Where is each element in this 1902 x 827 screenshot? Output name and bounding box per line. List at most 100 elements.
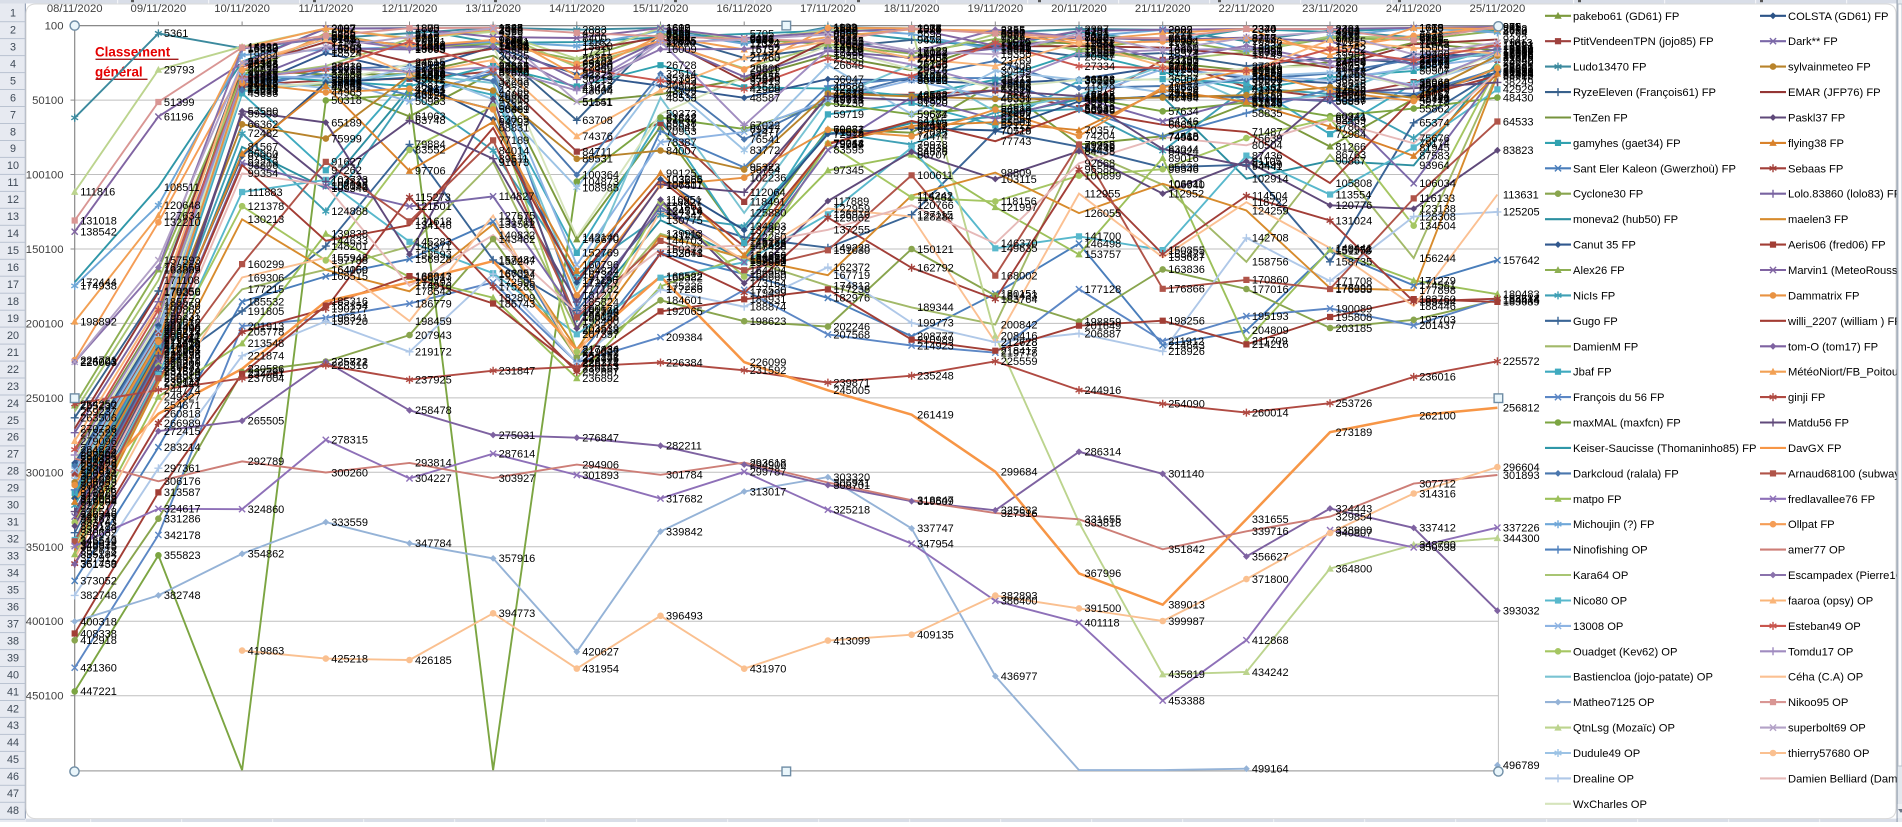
svg-text:102914: 102914 <box>1252 174 1289 186</box>
svg-text:31097: 31097 <box>415 67 446 79</box>
svg-text:41: 41 <box>7 686 19 698</box>
svg-text:34: 34 <box>7 568 19 580</box>
svg-text:28469: 28469 <box>582 63 613 75</box>
svg-text:209384: 209384 <box>666 332 703 344</box>
svg-text:327516: 327516 <box>1001 508 1038 520</box>
svg-text:11524: 11524 <box>666 37 696 49</box>
svg-text:371800: 371800 <box>1252 574 1289 586</box>
svg-text:66657: 66657 <box>1168 120 1199 132</box>
svg-text:amer77 OP: amer77 OP <box>1788 545 1845 557</box>
svg-text:51399: 51399 <box>164 97 195 109</box>
svg-text:260014: 260014 <box>1252 407 1289 419</box>
svg-text:thierry57680 OP: thierry57680 OP <box>1788 748 1869 760</box>
svg-text:186779: 186779 <box>415 298 452 310</box>
svg-text:41676: 41676 <box>1168 82 1199 94</box>
svg-text:56529: 56529 <box>1001 104 1032 116</box>
svg-text:31: 31 <box>7 517 19 529</box>
svg-text:39: 39 <box>7 652 19 664</box>
svg-text:347954: 347954 <box>917 538 954 550</box>
svg-text:304227: 304227 <box>415 473 452 485</box>
svg-text:120776: 120776 <box>1336 200 1373 212</box>
svg-text:98809: 98809 <box>1001 167 1032 179</box>
svg-text:11/11/2020: 11/11/2020 <box>298 3 353 15</box>
svg-text:Alex26 FP: Alex26 FP <box>1573 265 1625 277</box>
svg-text:19: 19 <box>7 313 19 325</box>
svg-text:210989: 210989 <box>917 334 954 346</box>
svg-text:42908: 42908 <box>750 84 781 96</box>
svg-text:37193: 37193 <box>666 76 697 88</box>
svg-text:177286: 177286 <box>666 284 703 296</box>
svg-text:17211: 17211 <box>582 46 612 58</box>
svg-text:willi_2207 (william ) FP: willi_2207 (william ) FP <box>1787 316 1902 328</box>
svg-text:355823: 355823 <box>164 550 201 562</box>
svg-text:74960: 74960 <box>1168 132 1199 144</box>
svg-text:339716: 339716 <box>1252 526 1289 538</box>
svg-text:174938: 174938 <box>80 281 117 293</box>
svg-text:24: 24 <box>7 398 19 410</box>
svg-text:413099: 413099 <box>833 635 870 647</box>
svg-text:276847: 276847 <box>582 433 619 445</box>
svg-text:175289: 175289 <box>499 281 536 293</box>
svg-text:Sant Eler Kaleon (Gwerzhoù) FP: Sant Eler Kaleon (Gwerzhoù) FP <box>1573 163 1736 175</box>
svg-text:364800: 364800 <box>1336 563 1373 575</box>
svg-text:14820: 14820 <box>248 42 279 54</box>
svg-text:15: 15 <box>7 245 19 257</box>
svg-text:74474: 74474 <box>917 131 948 143</box>
svg-text:71487: 71487 <box>1252 127 1283 139</box>
svg-text:155687: 155687 <box>1168 252 1205 264</box>
svg-text:23/11/2020: 23/11/2020 <box>1302 3 1358 15</box>
svg-text:115273: 115273 <box>415 192 451 204</box>
svg-text:moneva2 (hub50) FP: moneva2 (hub50) FP <box>1573 214 1678 226</box>
svg-text:Ninofishing OP: Ninofishing OP <box>1573 545 1648 557</box>
svg-text:308722: 308722 <box>80 480 117 492</box>
svg-text:168002: 168002 <box>1001 270 1038 282</box>
svg-text:400318: 400318 <box>80 616 117 628</box>
svg-text:14: 14 <box>7 228 19 240</box>
svg-text:213548: 213548 <box>248 338 285 350</box>
svg-text:27945: 27945 <box>499 62 530 74</box>
svg-text:192743: 192743 <box>582 307 619 319</box>
svg-text:245005: 245005 <box>833 385 870 397</box>
svg-text:150373: 150373 <box>666 244 703 256</box>
svg-text:Canut 35 FP: Canut 35 FP <box>1573 240 1636 252</box>
svg-text:65374: 65374 <box>1419 118 1450 130</box>
svg-text:1977: 1977 <box>917 23 941 35</box>
svg-text:121378: 121378 <box>248 201 285 213</box>
svg-text:286314: 286314 <box>1085 447 1122 459</box>
svg-text:2024: 2024 <box>499 23 523 35</box>
svg-text:30764: 30764 <box>1252 66 1283 78</box>
svg-text:176983: 176983 <box>1336 284 1373 296</box>
svg-text:435819: 435819 <box>1168 669 1205 681</box>
svg-text:331655: 331655 <box>1252 514 1289 526</box>
svg-text:26: 26 <box>7 432 19 444</box>
svg-text:112955: 112955 <box>1085 188 1121 200</box>
svg-text:163836: 163836 <box>1168 264 1205 276</box>
svg-text:223178: 223178 <box>582 353 619 365</box>
svg-text:196842: 196842 <box>164 313 201 325</box>
svg-text:195808: 195808 <box>1336 312 1373 324</box>
svg-text:394773: 394773 <box>499 608 536 620</box>
svg-text:6: 6 <box>10 92 16 104</box>
svg-text:228316: 228316 <box>331 360 368 372</box>
svg-text:11: 11 <box>7 177 18 189</box>
svg-text:296604: 296604 <box>1503 462 1540 474</box>
svg-text:89531: 89531 <box>582 154 613 166</box>
svg-text:153757: 153757 <box>1085 249 1122 261</box>
svg-text:425218: 425218 <box>331 653 368 665</box>
svg-text:214216: 214216 <box>1252 339 1289 351</box>
svg-text:44965: 44965 <box>331 87 362 99</box>
svg-text:17/11/2020: 17/11/2020 <box>800 3 856 15</box>
svg-text:157593: 157593 <box>164 255 201 267</box>
svg-text:218926: 218926 <box>1168 346 1205 358</box>
svg-text:273189: 273189 <box>1336 427 1373 439</box>
svg-text:313017: 313017 <box>750 486 787 498</box>
svg-text:189344: 189344 <box>917 302 954 314</box>
svg-text:300260: 300260 <box>331 467 368 479</box>
svg-text:maxMAL (maxfcn) FP: maxMAL (maxfcn) FP <box>1573 418 1681 430</box>
svg-text:33: 33 <box>7 551 19 563</box>
svg-text:superbolt69 OP: superbolt69 OP <box>1788 723 1866 735</box>
svg-text:162792: 162792 <box>917 263 954 275</box>
svg-text:106034: 106034 <box>1419 178 1456 190</box>
svg-text:27: 27 <box>7 449 19 461</box>
svg-text:4: 4 <box>10 58 16 70</box>
